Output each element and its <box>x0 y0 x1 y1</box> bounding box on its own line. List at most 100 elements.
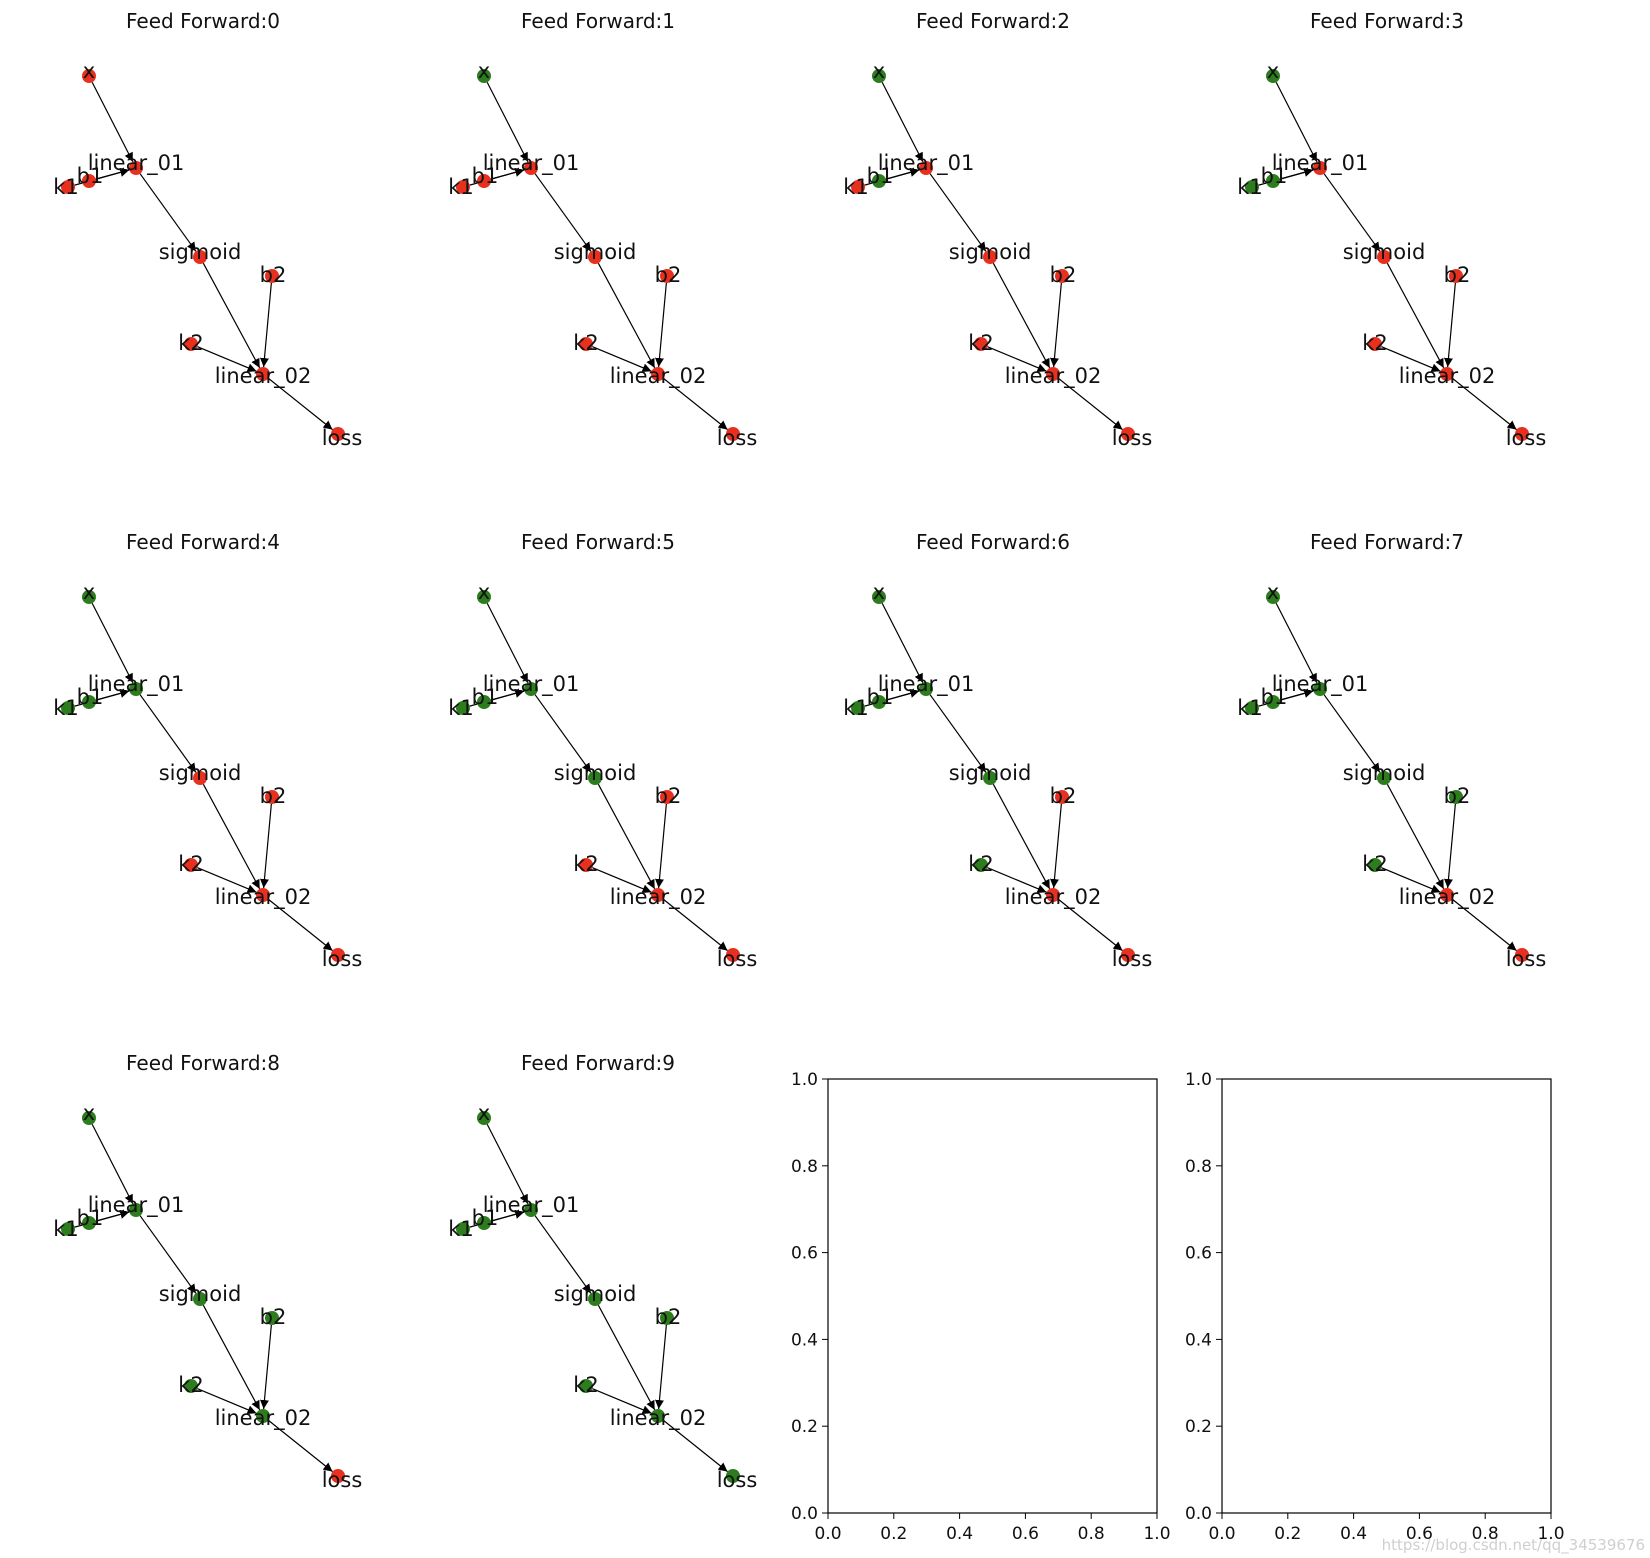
node-sigmoid <box>588 250 602 264</box>
x-tick-label: 0.4 <box>1340 1524 1367 1544</box>
panel-title: Feed Forward:7 <box>1310 530 1464 554</box>
node-b1 <box>82 1216 96 1230</box>
edge-linear-02-to-loss <box>1058 898 1123 952</box>
node-label-b1: b1 <box>867 685 894 709</box>
node-label-k2: k2 <box>968 331 994 355</box>
node-k2 <box>184 858 198 872</box>
panel-title: Feed Forward:2 <box>916 9 1070 33</box>
node-sigmoid <box>1377 250 1391 264</box>
node-linear-02 <box>651 888 665 902</box>
axes-frame <box>1221 1078 1552 1514</box>
node-k2 <box>1368 858 1382 872</box>
panel-title: Feed Forward:0 <box>126 9 280 33</box>
node-loss <box>726 1469 740 1483</box>
y-tick-label: 0.6 <box>1185 1244 1212 1264</box>
node-b2 <box>660 1311 674 1325</box>
node-k1 <box>456 701 470 715</box>
edge-linear-01-to-sigmoid <box>534 694 592 773</box>
node-x <box>1266 69 1280 83</box>
panels-layer: Feed Forward:0xlinear_01k1b1sigmoidb2k2l… <box>53 9 1546 1492</box>
edge-x-to-linear-01 <box>881 81 924 163</box>
node-b1 <box>477 1216 491 1230</box>
edge-b1-to-linear-01 <box>95 1209 130 1222</box>
empty-axes-1: 0.0 0.2 0.4 0.6 0.8 1.0 0.0 0.2 0.4 0.6 0.8 1.0 <box>1185 1070 1565 1544</box>
node-linear-02 <box>1440 888 1454 902</box>
node-label-x: x <box>873 580 885 604</box>
node-b1 <box>872 695 886 709</box>
node-loss <box>726 427 740 441</box>
node-b2 <box>1449 790 1463 804</box>
node-label-linear-02: linear_02 <box>610 885 707 910</box>
node-b2 <box>265 1311 279 1325</box>
node-k1 <box>456 1222 470 1236</box>
node-linear-01 <box>524 682 538 696</box>
node-linear-01 <box>129 1203 143 1217</box>
node-sigmoid <box>588 1292 602 1306</box>
node-label-loss: loss <box>717 426 758 450</box>
node-loss <box>331 427 345 441</box>
node-label-b2: b2 <box>1050 263 1077 287</box>
node-label-linear-01: linear_01 <box>88 672 185 697</box>
edge-linear-01-to-sigmoid <box>1323 694 1381 773</box>
node-label-b2: b2 <box>1444 784 1471 808</box>
node-label-sigmoid: sigmoid <box>554 240 637 264</box>
node-label-b1: b1 <box>472 164 499 188</box>
node-linear-02 <box>651 1409 665 1423</box>
edge-x-to-linear-01 <box>1275 602 1318 684</box>
node-label-k1: k1 <box>448 175 474 199</box>
node-label-linear-02: linear_02 <box>610 1406 707 1431</box>
node-k2 <box>184 337 198 351</box>
node-label-b1: b1 <box>1261 164 1288 188</box>
edge-sigmoid-to-linear-02 <box>202 262 261 369</box>
empty-axes-0: 0.0 0.2 0.4 0.6 0.8 1.0 0.0 0.2 0.4 0.6 0.8 1.0 <box>791 1070 1171 1544</box>
edge-linear-01-to-sigmoid <box>534 1215 592 1294</box>
node-label-x: x <box>1267 580 1279 604</box>
edge-sigmoid-to-linear-02 <box>1386 783 1445 890</box>
edge-k2-to-linear-02 <box>197 867 257 893</box>
edge-sigmoid-to-linear-02 <box>1386 262 1445 369</box>
x-tick-label: 0.2 <box>1274 1524 1301 1544</box>
node-label-linear-02: linear_02 <box>610 364 707 389</box>
node-loss <box>1121 427 1135 441</box>
panel-title: Feed Forward:8 <box>126 1051 280 1075</box>
y-tick-label: 0.0 <box>1185 1504 1212 1524</box>
node-label-b1: b1 <box>1261 685 1288 709</box>
edge-b1-to-linear-01 <box>95 688 130 701</box>
edge-k2-to-linear-02 <box>592 1388 652 1414</box>
x-tick-label: 0.0 <box>1208 1524 1235 1544</box>
node-label-b2: b2 <box>260 263 287 287</box>
y-tick-label: 1.0 <box>1185 1070 1212 1090</box>
node-k1 <box>851 180 865 194</box>
node-linear-02 <box>256 367 270 381</box>
edge-linear-02-to-loss <box>1452 377 1517 431</box>
edge-b1-to-linear-01 <box>490 1209 525 1222</box>
edge-sigmoid-to-linear-02 <box>992 783 1051 890</box>
node-x <box>82 590 96 604</box>
x-tick-label: 0.4 <box>946 1524 973 1544</box>
y-tick-label: 0.4 <box>1185 1330 1212 1350</box>
edge-linear-02-to-loss <box>663 1419 728 1473</box>
node-label-b2: b2 <box>1444 263 1471 287</box>
node-label-x: x <box>478 580 490 604</box>
x-tick-label: 0.6 <box>1406 1524 1433 1544</box>
edge-linear-02-to-loss <box>268 1419 333 1473</box>
node-k2 <box>184 1379 198 1393</box>
edge-b2-to-linear-02 <box>1049 282 1062 368</box>
edge-x-to-linear-01 <box>1275 81 1318 163</box>
edge-k2-to-linear-02 <box>592 867 652 893</box>
node-label-x: x <box>83 59 95 83</box>
node-b1 <box>1266 695 1280 709</box>
node-label-x: x <box>478 1101 490 1125</box>
node-label-k2: k2 <box>178 852 204 876</box>
node-label-loss: loss <box>1112 426 1153 450</box>
edge-b2-to-linear-02 <box>1443 282 1456 368</box>
node-sigmoid <box>983 771 997 785</box>
node-label-k2: k2 <box>1362 852 1388 876</box>
edge-b1-to-linear-01 <box>1279 688 1314 701</box>
node-linear-01 <box>1313 682 1327 696</box>
edge-b1-to-linear-01 <box>490 688 525 701</box>
edge-b2-to-linear-02 <box>1049 803 1062 889</box>
